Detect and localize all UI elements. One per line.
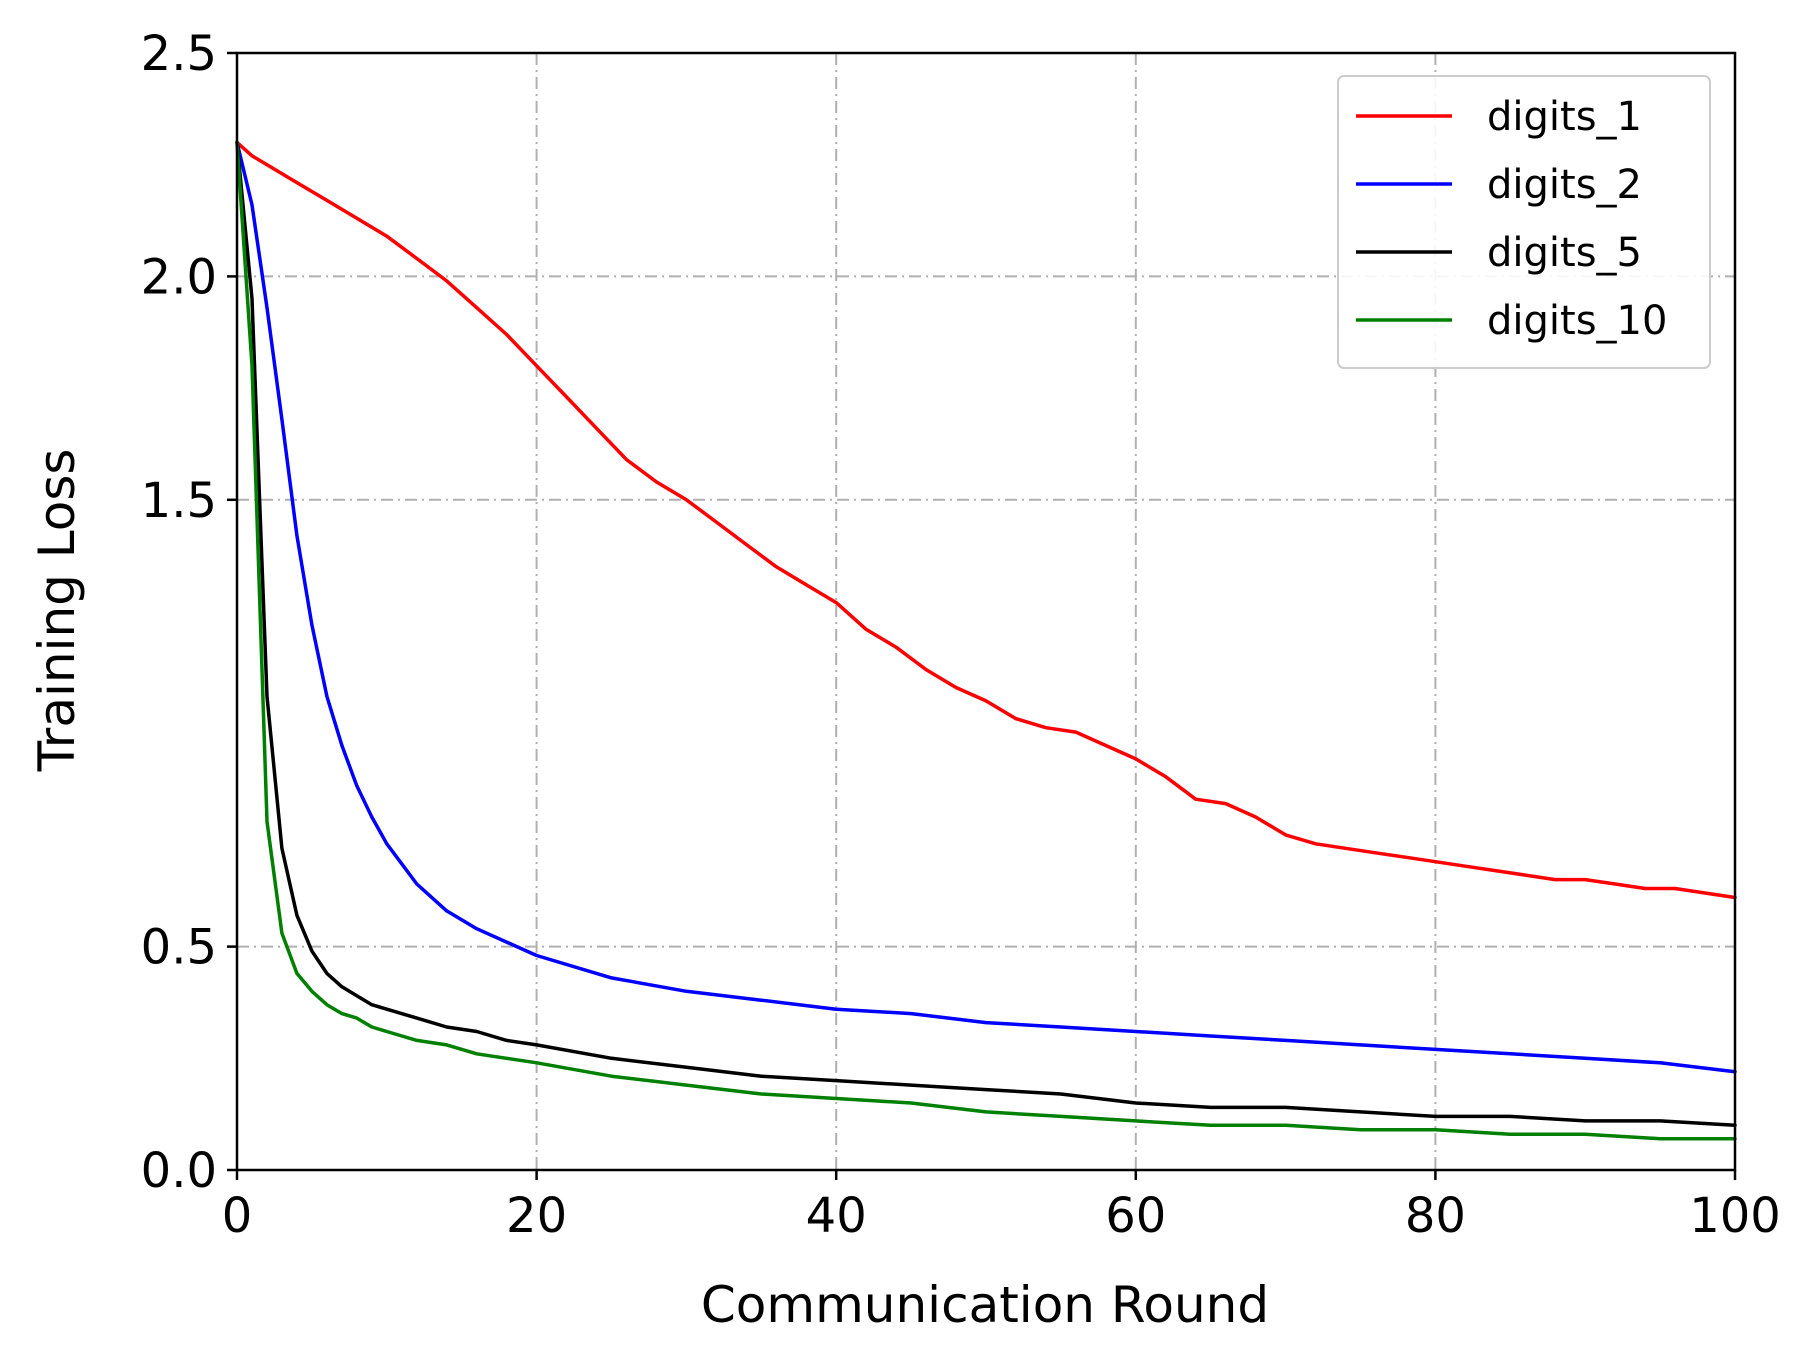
series-line-digits-2 <box>235 140 1737 1074</box>
y-tick-label: 2.5 <box>141 26 217 82</box>
legend-label: digits_10 <box>1487 298 1667 344</box>
y-tick-label: 1.5 <box>141 473 217 529</box>
x-tick-label: 40 <box>806 1188 867 1244</box>
series-line-digits-10 <box>235 140 1737 1141</box>
legend-label: digits_2 <box>1487 162 1642 208</box>
y-tick-label: 2.0 <box>141 249 217 305</box>
x-tick-label: 20 <box>506 1188 567 1244</box>
legend-box <box>1337 75 1711 369</box>
y-tick-label: 0.0 <box>141 1143 217 1199</box>
x-axis-ticks: 0 20 40 60 80 100 <box>222 1170 1781 1244</box>
legend: digits_1 digits_2 digits_5 digits_10 <box>1337 75 1711 369</box>
legend-label: digits_1 <box>1487 94 1642 140</box>
plot-frame <box>235 51 1737 1172</box>
legend-label: digits_5 <box>1487 230 1642 276</box>
series-line-digits-5 <box>235 140 1737 1128</box>
y-tick-label: 0.5 <box>141 920 217 976</box>
y-axis-ticks: 0.0 0.5 1.5 2.0 2.5 <box>141 26 237 1199</box>
x-tick-label: 0 <box>222 1188 253 1244</box>
y-axis-title: Training Loss <box>28 449 86 773</box>
x-tick-label: 60 <box>1105 1188 1166 1244</box>
x-tick-label: 80 <box>1405 1188 1466 1244</box>
series-lines <box>235 140 1737 1141</box>
x-axis-title: Communication Round <box>701 1276 1269 1334</box>
series-line-digits-1 <box>235 140 1737 900</box>
x-tick-label: 100 <box>1689 1188 1781 1244</box>
